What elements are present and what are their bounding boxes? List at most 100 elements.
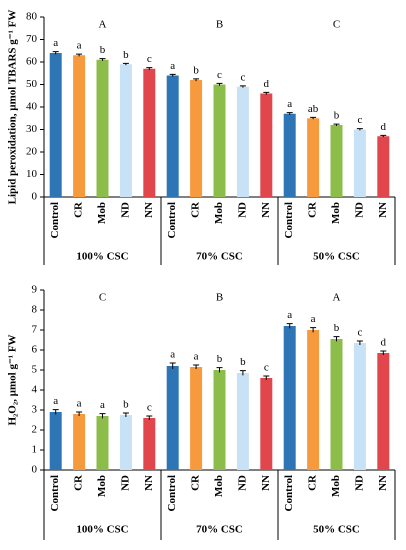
bar [353,129,366,197]
x-tick-label: ND [119,475,131,491]
error-bar [333,123,340,126]
x-tick-label: ND [236,202,248,218]
x-tick-label: CR [73,474,85,491]
bar [119,64,132,197]
significance-letter: c [147,53,152,65]
group-label: 50% CSC [313,524,360,536]
y-tick-label: 4 [32,384,38,396]
bar [49,412,62,470]
y-tick-label: 70 [26,33,38,45]
error-bar [76,53,83,57]
group-label: 50% CSC [313,251,360,263]
significance-letter: a [311,313,316,325]
bar [283,113,296,197]
significance-letter: a [53,37,58,49]
x-tick-label: Mob [213,475,225,497]
y-axis-label: H₂O₂, µmol g⁻¹ FW [7,334,19,425]
x-tick-label: Mob [330,202,342,224]
bar [330,125,343,197]
significance-letter: b [123,49,129,61]
y-tick-label: 40 [26,101,38,113]
x-tick-label: ND [353,202,365,218]
bar [73,55,86,197]
bar [166,75,179,197]
y-tick-label: 7 [32,324,38,336]
significance-letter: ab [308,103,319,115]
group-letter: A [333,292,341,304]
error-bar [146,67,153,70]
bar [260,378,273,470]
y-tick-label: 60 [26,56,38,68]
error-bar [216,82,223,86]
significance-letter: a [77,398,82,410]
bar [190,80,203,197]
error-bar [333,336,340,342]
x-tick-label: ND [119,202,131,218]
significance-letter: d [264,78,270,90]
x-tick-label: Control [49,202,61,238]
bar [283,326,296,470]
significance-letter: a [170,60,175,72]
bar [260,93,273,197]
y-tick-label: 2 [32,424,38,436]
error-bar [76,411,83,416]
y-tick-label: 30 [26,123,38,135]
bar [377,136,390,197]
y-tick-label: 9 [32,284,38,296]
x-tick-label: ND [353,475,365,491]
bar [166,366,179,470]
error-bar [99,413,106,419]
y-tick-label: 6 [32,344,38,356]
x-tick-label: CR [307,474,319,491]
error-bar [356,340,363,345]
error-bar [193,364,200,369]
group-letter: C [333,19,340,31]
error-bar [146,415,153,420]
error-bar [380,350,387,355]
group-letter: A [99,19,107,31]
error-bar [263,375,270,380]
x-tick-label: CR [307,201,319,218]
x-tick-label: NN [143,202,155,218]
x-tick-label: Mob [96,475,108,497]
error-bar [239,370,246,376]
x-tick-label: Control [283,202,295,238]
y-tick-label: 0 [32,464,38,476]
bar [49,53,62,197]
x-tick-label: Control [49,475,61,511]
error-bar [263,91,270,95]
x-tick-label: CR [73,201,85,218]
error-bar [169,362,176,369]
y-tick-label: 80 [26,11,38,23]
y-tick-label: 50 [26,78,38,90]
significance-letter: b [334,110,340,122]
group-label: 100% CSC [76,524,128,536]
bar [236,86,249,197]
group-letter: B [216,19,223,31]
y-tick-label: 10 [26,168,38,180]
y-tick-label: 5 [32,364,38,376]
bar [190,367,203,470]
x-tick-label: Control [166,475,178,511]
significance-letter: c [147,402,152,414]
error-bar [99,58,106,61]
error-bar [310,327,317,333]
significance-letter: a [100,399,105,411]
error-bar [169,73,176,77]
significance-letter: a [194,351,199,363]
significance-letter: d [381,337,387,349]
bar [307,118,320,197]
x-tick-label: Control [166,202,178,238]
y-tick-label: 20 [26,146,38,158]
significance-letter: b [217,353,223,365]
x-tick-label: NN [260,202,272,218]
group-label: 70% CSC [196,251,243,263]
significance-letter: b [334,322,340,334]
group-letter: B [216,292,223,304]
error-bar [122,412,129,417]
group-letter: C [99,292,106,304]
significance-letter: a [287,98,292,110]
error-bar [52,51,59,55]
error-bar [380,134,387,138]
